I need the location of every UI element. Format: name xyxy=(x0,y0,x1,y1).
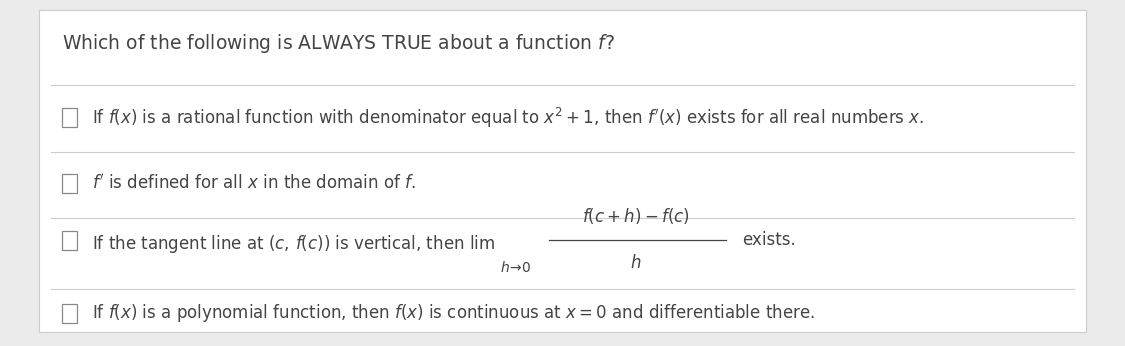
Text: $h$: $h$ xyxy=(630,254,641,272)
Text: If $f(x)$ is a polynomial function, then $f(x)$ is continuous at $x = 0$ and dif: If $f(x)$ is a polynomial function, then… xyxy=(92,302,816,324)
Text: exists.: exists. xyxy=(742,231,796,249)
Text: If the tangent line at $(c,\, f(c))$ is vertical, then $\lim$: If the tangent line at $(c,\, f(c))$ is … xyxy=(92,233,495,255)
FancyBboxPatch shape xyxy=(39,10,1086,332)
Text: If $f(x)$ is a rational function with denominator equal to $x^2 + 1$, then $f'(x: If $f(x)$ is a rational function with de… xyxy=(92,106,925,130)
Bar xyxy=(62,304,76,322)
Bar xyxy=(62,108,76,127)
Text: Which of the following is ALWAYS TRUE about a function $f$?: Which of the following is ALWAYS TRUE ab… xyxy=(62,32,615,55)
Bar xyxy=(62,174,76,193)
Bar xyxy=(62,231,76,250)
Text: $f(c + h) - f(c)$: $f(c + h) - f(c)$ xyxy=(582,206,690,226)
Text: $f'$ is defined for all $x$ in the domain of $f$.: $f'$ is defined for all $x$ in the domai… xyxy=(92,174,416,193)
Text: $h\!\to\!0$: $h\!\to\!0$ xyxy=(500,260,531,275)
